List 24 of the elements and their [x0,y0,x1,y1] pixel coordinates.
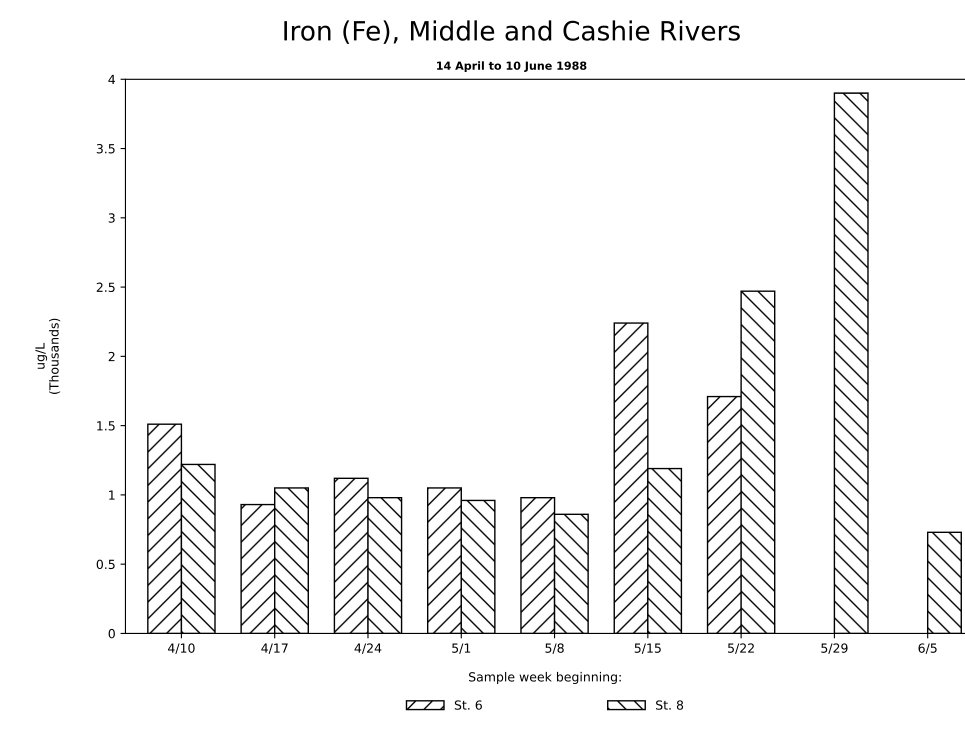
legend-label: St. 6 [454,700,482,710]
y-tick-label: 2 [108,352,114,362]
x-tick-label: 4/24 [354,643,382,654]
x-tick-label: 4/17 [261,644,288,654]
x-tick-label: 5/29 [821,643,848,654]
y-tick-label: 3.5 [96,144,115,154]
y-axis-title: ug/L (Thousands) [35,318,60,394]
y-tick-label: 1.5 [97,421,115,431]
y-tick-label: 0 [108,628,115,638]
x-tick-label: 6/5 [918,643,937,654]
x-axis-title: Sample week beginning: [469,672,621,684]
chart-title: Iron (Fe), Middle and Cashie Rivers [284,20,740,44]
x-tick-label: 5/15 [634,644,661,654]
x-tick-label: 5/8 [545,643,564,654]
y-tick-label: 2.5 [96,282,115,292]
x-tick-label: 4/10 [168,643,195,654]
y-tick-label: 1 [109,490,115,500]
y-tick-label: 0.5 [96,560,115,570]
chart-subtitle: 14 April to 10 June 1988 [437,61,586,72]
x-tick-label: 5/22 [728,643,754,654]
x-tick-label: 5/1 [452,644,470,654]
y-tick-label: 3 [108,213,115,223]
y-tick-label: 4 [108,74,116,84]
legend-label: St. 8 [656,700,684,710]
